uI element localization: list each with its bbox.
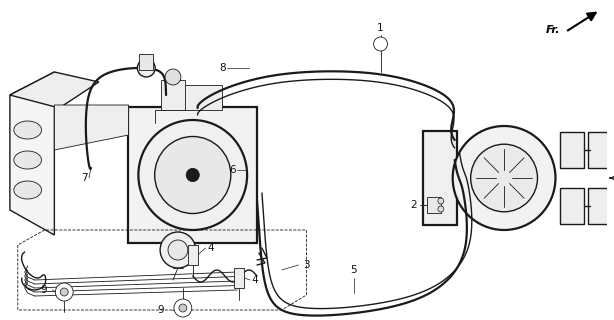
Circle shape <box>373 37 387 51</box>
Text: 4: 4 <box>207 243 214 253</box>
Bar <box>588 132 612 168</box>
Bar <box>139 54 154 70</box>
Circle shape <box>160 232 196 268</box>
Circle shape <box>174 299 192 317</box>
Bar <box>427 197 441 213</box>
Ellipse shape <box>14 121 42 139</box>
Circle shape <box>453 126 556 230</box>
Circle shape <box>471 144 537 212</box>
Ellipse shape <box>14 181 42 199</box>
Bar <box>423 131 457 225</box>
Bar <box>561 132 584 168</box>
Polygon shape <box>10 72 99 108</box>
Circle shape <box>165 69 181 85</box>
Bar <box>235 268 244 288</box>
Text: 6: 6 <box>229 165 236 175</box>
Circle shape <box>438 198 444 204</box>
Text: 8: 8 <box>219 63 226 73</box>
Circle shape <box>186 168 200 182</box>
Text: 4: 4 <box>252 275 258 285</box>
Text: 9: 9 <box>40 285 47 295</box>
Ellipse shape <box>14 151 42 169</box>
Bar <box>561 188 584 224</box>
Polygon shape <box>55 105 128 150</box>
Circle shape <box>138 59 155 77</box>
Bar <box>128 107 257 243</box>
Text: Fr.: Fr. <box>546 25 561 35</box>
Bar <box>188 245 198 265</box>
Text: 5: 5 <box>351 265 357 275</box>
Circle shape <box>168 240 188 260</box>
Circle shape <box>179 304 187 312</box>
Text: 2: 2 <box>410 200 416 210</box>
Circle shape <box>60 288 68 296</box>
Circle shape <box>155 137 231 213</box>
Bar <box>588 188 612 224</box>
Text: 1: 1 <box>377 23 384 33</box>
Bar <box>161 80 185 110</box>
Circle shape <box>55 283 73 301</box>
Text: 3: 3 <box>303 260 309 270</box>
Polygon shape <box>10 72 55 235</box>
Text: 9: 9 <box>158 305 165 315</box>
Circle shape <box>138 120 247 230</box>
Text: 7: 7 <box>80 173 87 183</box>
Bar <box>163 85 222 110</box>
Circle shape <box>438 206 444 212</box>
